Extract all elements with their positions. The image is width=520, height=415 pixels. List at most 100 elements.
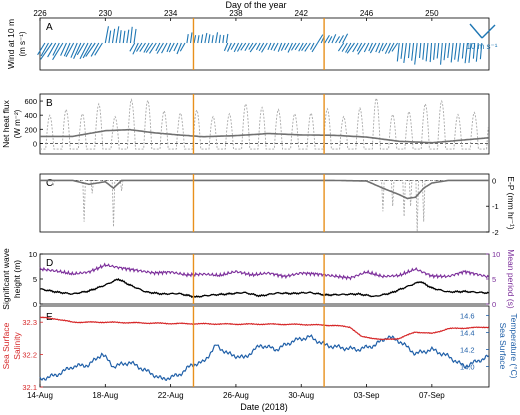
- panel-a-frame: [39, 17, 490, 71]
- wind-vector: [179, 42, 186, 52]
- wind-vector: [132, 42, 139, 55]
- wind-vector: [222, 35, 225, 44]
- panel-d: D Significant wave height (m) Mean perio…: [1, 248, 516, 310]
- wind-vector: [176, 42, 182, 55]
- wind-vector: [418, 42, 422, 58]
- wind-vector: [298, 42, 304, 52]
- bottom-tick-label: 18-Aug: [92, 391, 118, 400]
- wind-vector: [356, 42, 363, 52]
- wind-vector: [223, 42, 229, 52]
- wind-vector: [280, 42, 286, 51]
- bottom-tick-label: 07-Sep: [419, 391, 445, 400]
- ep-ytick-label: -2: [492, 228, 499, 237]
- wind-vector: [284, 42, 290, 51]
- wind-vector: [211, 35, 214, 44]
- wind-vector: [143, 42, 150, 53]
- bottom-tick-label: 03-Sep: [354, 391, 380, 400]
- wind-vector: [304, 42, 311, 52]
- wind-vector: [387, 42, 395, 54]
- top-tick-label: 250: [425, 9, 439, 18]
- wind-vector: [52, 42, 60, 56]
- wind-vector: [267, 42, 272, 51]
- wave-ytick-label: 10: [29, 250, 37, 259]
- wind-vector: [468, 42, 472, 63]
- wind-vector: [378, 42, 384, 54]
- wind-vector: [37, 42, 46, 56]
- wind-vector: [244, 42, 250, 52]
- wind-vector: [173, 42, 179, 52]
- wind-vector: [291, 42, 297, 51]
- wind-vector: [258, 42, 265, 52]
- wind-vector: [407, 42, 411, 59]
- heat-ytick-label: 200: [24, 125, 37, 134]
- salinity-line: [39, 316, 490, 341]
- ep-hourly-line: [39, 179, 490, 233]
- wind-vector: [464, 42, 468, 64]
- wind-vector: [236, 42, 243, 52]
- sst-ytick-label: 14.0: [460, 363, 475, 372]
- bottom-tick-label: 14-Aug: [27, 391, 53, 400]
- ep-ytick-label: -1: [492, 202, 499, 211]
- wind-vector: [129, 42, 136, 52]
- heat-flux-smoothed-line: [40, 128, 490, 144]
- wind-vector: [63, 42, 71, 57]
- wind-vector: [472, 42, 476, 59]
- wind-vector: [396, 42, 400, 62]
- wind-vector: [400, 42, 404, 59]
- wind-vector: [240, 42, 247, 51]
- panel-c: C E-P (mm hr⁻¹) 0 -1 -2: [39, 173, 516, 237]
- wind-vector: [227, 42, 232, 52]
- wind-vector: [261, 42, 268, 53]
- wind-vector: [218, 34, 221, 44]
- wind-vector: [119, 30, 122, 44]
- wind-scale-legend: 10 m s⁻¹: [467, 23, 498, 51]
- wind-vector: [129, 26, 133, 44]
- panel-a-ylabel-1: Wind at 10 m: [6, 19, 16, 69]
- wind-vector: [411, 42, 415, 61]
- wind-vector: [447, 42, 451, 59]
- panel-c-ylabel: E-P (mm hr⁻¹): [506, 176, 516, 230]
- wind-vector: [273, 42, 279, 51]
- wind-vector: [337, 42, 345, 52]
- wind-vector: [311, 42, 319, 53]
- wind-vector: [345, 42, 352, 53]
- wind-vector: [368, 42, 373, 52]
- wind-vector: [436, 42, 440, 59]
- wind-vector: [104, 26, 110, 44]
- panel-d-ylabel-2: height (m): [12, 260, 22, 298]
- wave-ytick-label: 5: [33, 275, 37, 284]
- wind-vector: [60, 42, 67, 56]
- wind-vector: [85, 42, 96, 57]
- wind-vector: [197, 35, 200, 44]
- wind-vector: [189, 32, 193, 44]
- panel-e-ylabel-right-1: Sea Surface: [498, 323, 508, 370]
- wind-vector: [230, 42, 236, 50]
- bottom-tick-label: 26-Aug: [223, 391, 249, 400]
- wind-vector: [429, 42, 433, 63]
- panel-b-letter: B: [46, 98, 53, 109]
- wind-scale-line-1: [469, 23, 483, 39]
- salinity-ytick-label: 32.2: [22, 351, 37, 360]
- wind-vector: [425, 42, 429, 62]
- event-markers: [192, 18, 325, 387]
- wind-vector: [145, 42, 154, 53]
- wind-scale-line-2: [481, 24, 496, 39]
- wind-vector: [324, 34, 330, 44]
- wind-vector: [193, 35, 197, 44]
- wind-vector: [270, 42, 275, 51]
- sst-ytick-label: 14.6: [460, 311, 475, 320]
- heat-ytick-label: 0: [33, 139, 37, 148]
- wind-vector: [422, 42, 425, 60]
- panel-d-yticks: 0 0 5 5 10 10: [29, 250, 501, 309]
- wind-vector: [200, 34, 204, 44]
- mean-period-line: [39, 262, 490, 281]
- wind-vector: [65, 42, 75, 58]
- wind-vector: [207, 34, 211, 44]
- wind-vector: [149, 42, 157, 54]
- wind-vector: [384, 42, 391, 54]
- wind-vector: [341, 42, 348, 52]
- wind-vector: [82, 42, 93, 59]
- wind-vector: [249, 42, 257, 53]
- wind-vector: [70, 42, 78, 58]
- period-ytick-label: 0: [492, 300, 496, 309]
